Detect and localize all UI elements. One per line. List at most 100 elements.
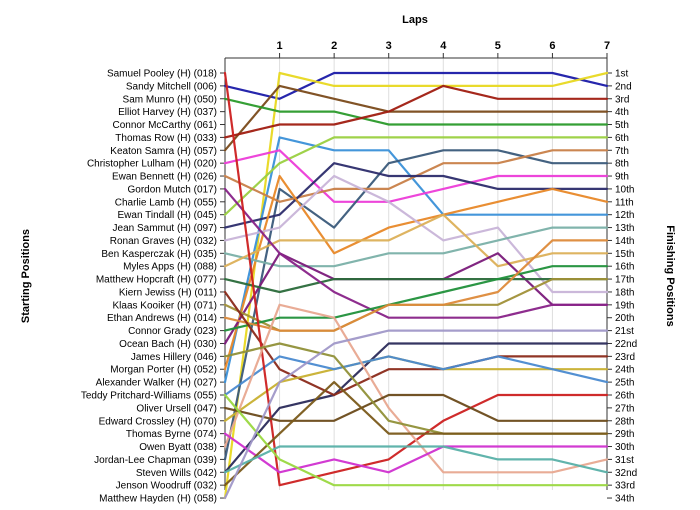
start-position-label: Connor McCarthy (061) (113, 120, 217, 131)
finish-position-label: 23rd (615, 352, 635, 363)
lap-tick-label: 4 (440, 40, 447, 52)
start-position-label: Keaton Samra (H) (057) (110, 146, 217, 157)
start-position-label: Edward Crossley (H) (070) (99, 416, 217, 427)
start-position-label: Ocean Bach (H) (030) (119, 339, 217, 350)
driver-line (223, 97, 609, 126)
start-position-label: Connor Grady (023) (128, 326, 217, 337)
lap-tick-label: 5 (495, 40, 501, 52)
driver-line (223, 187, 609, 319)
driver-line (223, 226, 609, 268)
finish-position-label: 34th (615, 494, 634, 505)
start-position-label: Gordon Mutch (017) (128, 184, 218, 195)
driver-line (223, 278, 609, 294)
start-position-label: Sam Munro (H) (050) (123, 94, 217, 105)
finish-position-label: 21st (615, 326, 634, 337)
start-position-label: Ewan Tindall (H) (045) (118, 210, 217, 221)
driver-line (223, 162, 609, 229)
start-position-label: Matthew Hayden (H) (058) (99, 494, 217, 505)
driver-line (223, 355, 609, 422)
finish-position-label: 14th (615, 236, 634, 247)
finish-position-label: 16th (615, 262, 634, 273)
start-position-label: Morgan Porter (H) (052) (110, 365, 217, 376)
finish-position-label: 17th (615, 275, 634, 286)
start-position-label: Elliot Harvey (H) (037) (118, 107, 217, 118)
start-position-label: Klaas Kooiker (H) (071) (113, 300, 217, 311)
start-position-label: Ewan Bennett (H) (026) (112, 172, 217, 183)
start-position-label: James Hillery (046) (131, 352, 217, 363)
finish-position-label: 25th (615, 378, 634, 389)
start-position-label: Jenson Woodruff (032) (116, 481, 217, 492)
driver-line (223, 342, 609, 474)
finish-position-label: 27th (615, 403, 634, 414)
driver-line (223, 71, 609, 500)
lap-tick-label: 3 (386, 40, 392, 52)
driver-line (223, 84, 609, 139)
start-position-label: Thomas Row (H) (033) (115, 133, 217, 144)
driver-line (223, 329, 609, 500)
finish-position-label: 8th (615, 159, 629, 170)
start-position-label: Steven Wills (042) (136, 468, 217, 479)
driver-line (223, 303, 609, 474)
driver-line (223, 381, 609, 487)
finish-position-label: 26th (615, 391, 634, 402)
finish-position-label: 4th (615, 107, 629, 118)
start-position-label: Sandy Mitchell (006) (126, 81, 217, 92)
lap-tick-label: 1 (277, 40, 283, 52)
start-position-label: Samuel Pooley (H) (018) (107, 69, 217, 80)
driver-line (223, 149, 609, 461)
finish-position-label: 3rd (615, 94, 629, 105)
finish-position-label: 20th (615, 313, 634, 324)
start-position-label: Owen Byatt (038) (139, 442, 217, 453)
finish-position-label: 5th (615, 120, 629, 131)
start-position-label: Oliver Ursell (047) (136, 403, 217, 414)
finish-position-label: 31st (615, 455, 634, 466)
start-position-label: Alexander Walker (H) (027) (96, 378, 217, 389)
lap-tick-label: 7 (604, 40, 610, 52)
driver-line (223, 239, 609, 332)
finish-position-label: 15th (615, 249, 634, 260)
driver-line (223, 174, 609, 294)
start-position-label: Thomas Byrne (074) (126, 429, 217, 440)
start-position-label: Jordan-Lee Chapman (039) (94, 455, 217, 466)
finish-position-label: 19th (615, 300, 634, 311)
driver-line (223, 71, 609, 100)
driver-line (223, 290, 609, 397)
start-position-label: Charlie Lamb (H) (055) (115, 197, 217, 208)
driver-line (223, 445, 609, 474)
finish-position-label: 18th (615, 287, 634, 298)
finish-position-label: 24th (615, 365, 634, 376)
finish-position-label: 11th (615, 197, 634, 208)
finish-position-label: 2nd (615, 81, 632, 92)
driver-line (223, 355, 609, 397)
driver-line (223, 149, 609, 203)
finish-position-label: 13th (615, 223, 634, 234)
start-position-label: Matthew Hopcraft (H) (077) (96, 275, 217, 286)
lap-tick-label: 6 (549, 40, 555, 52)
driver-line (223, 174, 609, 371)
lap-tick-label: 2 (331, 40, 337, 52)
driver-line (223, 136, 609, 384)
finish-position-label: 33rd (615, 481, 635, 492)
driver-line (223, 432, 609, 474)
finish-position-label: 32nd (615, 468, 637, 479)
finish-position-label: 30th (615, 442, 634, 453)
finish-position-label: 6th (615, 133, 629, 144)
start-position-label: Teddy Pritchard-Williams (055) (81, 391, 217, 402)
driver-line (223, 393, 609, 487)
start-position-label: Kiern Jewiss (H) (011) (119, 287, 217, 298)
finish-position-label: 12th (615, 210, 634, 221)
driver-line (223, 265, 609, 332)
finish-position-label: 1st (615, 69, 629, 80)
finish-position-label: 22nd (615, 339, 637, 350)
start-position-label: Christopher Lulham (H) (020) (87, 159, 217, 170)
start-position-label: Ben Kasperczak (H) (035) (101, 249, 217, 260)
x-axis-title: Laps (402, 14, 428, 26)
start-position-label: Ronan Graves (H) (032) (110, 236, 217, 247)
finish-position-label: 28th (615, 416, 634, 427)
driver-line (223, 213, 609, 268)
finish-position-label: 29th (615, 429, 634, 440)
finish-position-label: 9th (615, 172, 629, 183)
finish-position-label: 7th (615, 146, 629, 157)
driver-line (223, 393, 609, 422)
